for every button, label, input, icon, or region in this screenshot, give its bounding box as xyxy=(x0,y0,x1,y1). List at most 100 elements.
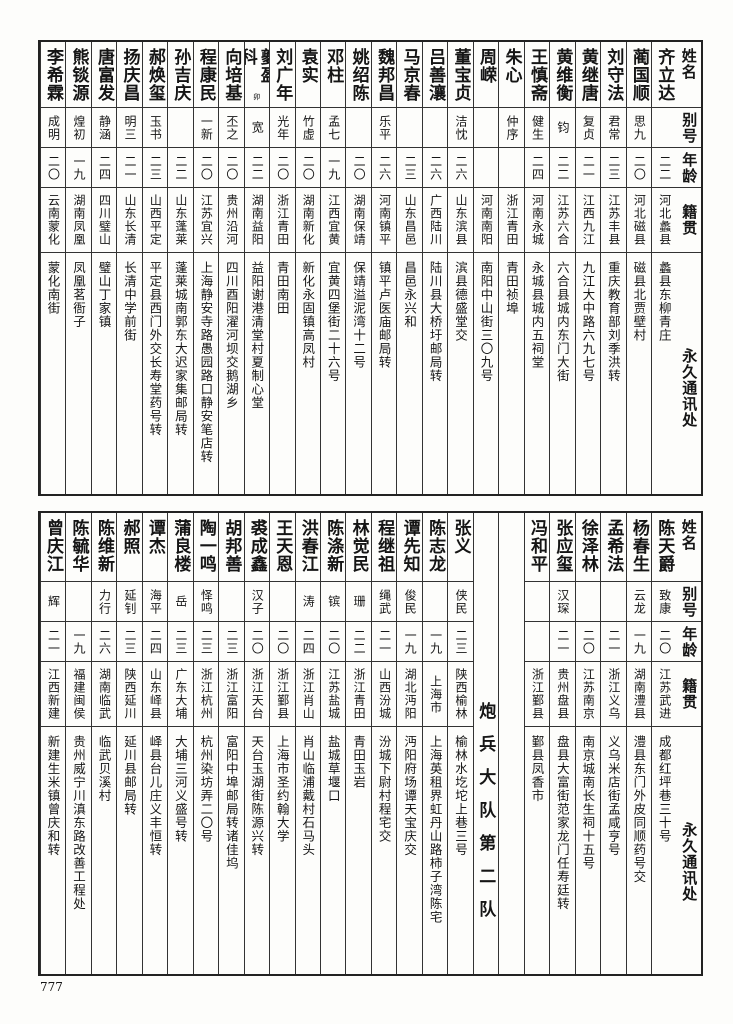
address-cell: 六合县城内东门大街 xyxy=(550,252,575,494)
person-column: 谭先知 俊民 一九 湖北沔阳 沔阳府场谭天宝庆交 xyxy=(396,513,422,974)
alias-cell: 侠民 xyxy=(448,581,473,621)
person-column: 孙吉庆 二二 山东蓬莱 蓬莱城南郭东大迟家集邮局转 xyxy=(167,42,193,494)
name-cell: 陶一鸣 xyxy=(194,513,218,581)
name-cell: 程康民 xyxy=(194,42,218,107)
age-text: 二四 xyxy=(97,154,112,181)
person-column: 王慎斋 健生 二四 河南永城 永城县城内五祠堂 xyxy=(523,42,550,494)
native-cell: 广东大埔 xyxy=(168,661,193,726)
blank-column xyxy=(498,513,523,974)
name-text: 袁实 xyxy=(297,48,318,84)
person-column: 陶一鸣 怿鸣 二三 浙江杭州 杭州染坊弄二〇号 xyxy=(192,513,219,974)
header-native: 籍贯 xyxy=(676,661,701,726)
name-text: 陈维新 xyxy=(93,519,114,573)
name-text: 郝照 xyxy=(119,519,140,555)
person-column: 周嵘 河南南阳 南阳中山街三〇九号 xyxy=(472,42,499,494)
native-text: 河北磁县 xyxy=(632,194,647,246)
age-cell: 二〇 xyxy=(270,147,295,187)
name-cell: 谭先知 xyxy=(397,513,421,581)
native-text: 江苏宜兴 xyxy=(199,194,214,246)
alias-cell: 珊 xyxy=(346,581,371,621)
alias-cell xyxy=(397,107,422,147)
address-text: 峄县台儿庄义丰恒转 xyxy=(147,735,163,857)
name-annotation: 卯 xyxy=(253,93,261,101)
age-text: 二四 xyxy=(530,154,545,181)
age-text: 二三 xyxy=(122,628,137,655)
native-cell: 山东峄县 xyxy=(142,661,168,726)
native-text: 山东长清 xyxy=(122,194,137,246)
person-column: 刘广年 光年 二〇 浙江青田 青田南田 xyxy=(269,42,295,494)
person-column: 魏邦昌 乐平 二六 河南镇平 镇平卢医庙邮局转 xyxy=(370,42,397,494)
address-cell: 平定县西门外交长寿堂药号转 xyxy=(142,252,168,494)
native-text: 陕西延川 xyxy=(122,668,137,720)
name-cell: 陈志龙 xyxy=(423,513,447,581)
header-age: 年龄 xyxy=(676,147,701,187)
native-text: 山西汾城 xyxy=(377,668,392,720)
alias-text: 力行 xyxy=(97,588,112,615)
name-cell: 魏邦昌 xyxy=(372,42,396,107)
alias-cell: 海平 xyxy=(142,581,168,621)
name-text: 向培基 xyxy=(221,48,242,102)
native-text: 浙江青田 xyxy=(275,194,290,246)
native-text: 上海市 xyxy=(428,674,443,714)
native-cell: 湖南益阳 xyxy=(244,187,270,252)
name-cell: 林觉民 xyxy=(346,513,370,581)
age-cell: 一九 xyxy=(422,621,448,661)
native-text: 浙江天台 xyxy=(250,668,265,720)
alias-cell: 丕之 xyxy=(219,107,244,147)
person-column: 张应玺 汉琛 二一 贵州盘县 盘县大富街范家龙门任寿廷转 xyxy=(549,513,575,974)
native-text: 湖南保靖 xyxy=(352,194,367,246)
address-cell: 保靖溢泥湾十二号 xyxy=(346,252,371,494)
header-name-label: 姓名 xyxy=(679,48,698,80)
alias-text: 乐平 xyxy=(377,114,392,141)
name-text: 魏邦昌 xyxy=(374,48,395,102)
native-text: 江西九江 xyxy=(581,194,596,246)
alias-cell: 孟七 xyxy=(320,107,346,147)
native-text: 湖南新化 xyxy=(301,194,316,246)
person-column: 冯和平 浙江鄞县 鄞县凤香市 xyxy=(523,513,550,974)
address-text: 磁县北贾壁村 xyxy=(631,261,647,342)
header-age-label: 年龄 xyxy=(680,625,699,658)
alias-cell: 健生 xyxy=(524,107,550,147)
native-text: 浙江鄞县 xyxy=(275,668,290,720)
address-cell: 重庆教育部刘季洪转 xyxy=(601,252,626,494)
address-cell: 鄞县凤香市 xyxy=(524,726,550,974)
name-cell: 陈毓华 xyxy=(66,513,90,581)
alias-text: 思九 xyxy=(632,114,647,141)
address-cell: 义乌米店街孟咸亨号 xyxy=(601,726,626,974)
age-text: 二〇 xyxy=(224,154,239,181)
address-cell: 澧县东门外皮同顺药号交 xyxy=(626,726,652,974)
name-cell: 孙吉庆 xyxy=(168,42,192,107)
native-text: 江苏丰县 xyxy=(606,194,621,246)
age-text: 二〇 xyxy=(632,154,647,181)
address-cell: 磁县北贾壁村 xyxy=(626,252,652,494)
native-text: 湖南临武 xyxy=(97,668,112,720)
age-cell: 二一 xyxy=(550,621,575,661)
native-text: 广西陆川 xyxy=(428,194,443,246)
age-text: 二〇 xyxy=(250,628,265,655)
alias-text: 健生 xyxy=(530,114,545,141)
age-cell: 二三 xyxy=(142,147,168,187)
name-cell: 刘守法 xyxy=(601,42,625,107)
native-text: 山东滨县 xyxy=(454,194,469,246)
header-native-label: 籍贯 xyxy=(680,204,699,236)
native-text: 湖南凤凰 xyxy=(72,194,87,246)
age-cell: 二〇 xyxy=(219,147,244,187)
name-cell: 李希霖 xyxy=(41,42,65,107)
name-text: 周嵘 xyxy=(476,48,497,84)
native-cell: 贵州盘县 xyxy=(550,661,575,726)
name-cell: 孟希法 xyxy=(601,513,625,581)
native-cell: 江苏武进 xyxy=(652,661,677,726)
alias-cell: 辉 xyxy=(40,581,66,621)
address-text: 蓬莱城南郭东大迟家集邮局转 xyxy=(172,261,188,437)
native-cell: 江苏丰县 xyxy=(601,187,626,252)
name-cell: 扬庆昌 xyxy=(117,42,141,107)
unit-label-column: 炮兵大队第二队 xyxy=(472,513,498,974)
address-cell: 永城县城内五祠堂 xyxy=(524,252,550,494)
name-cell: 熊锬源 xyxy=(66,42,90,107)
native-text: 山东昌邑 xyxy=(403,194,418,246)
alias-cell: 复贞 xyxy=(575,107,601,147)
name-cell: 朱心 xyxy=(499,42,523,107)
address-cell: 新建生米镇曾庆和转 xyxy=(40,726,66,974)
name-cell: 马京春 xyxy=(397,42,421,107)
name-text: 胡邦善 xyxy=(221,519,242,573)
